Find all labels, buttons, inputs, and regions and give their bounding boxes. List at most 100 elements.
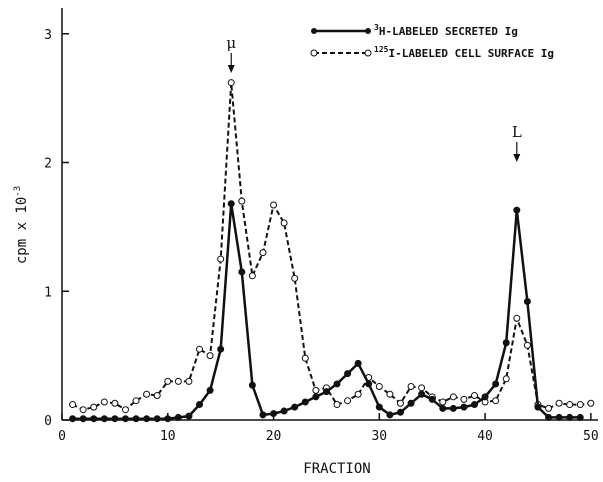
data-point-secreted (407, 399, 415, 407)
data-point-secreted (301, 398, 309, 406)
annotation-mu: μ (226, 34, 236, 52)
data-point-secreted (471, 401, 478, 409)
data-point-surface (555, 399, 563, 407)
data-point-surface (132, 397, 140, 405)
x-tick-label: 10 (160, 429, 176, 444)
data-point-secreted (449, 404, 457, 412)
data-point-secreted (174, 413, 182, 421)
data-point-surface (79, 406, 87, 414)
legend-marker-surface (310, 49, 318, 57)
data-point-surface (312, 386, 320, 394)
x-tick-label: 40 (477, 429, 493, 444)
data-point-secreted (365, 380, 373, 388)
x-tick-label: 0 (58, 429, 66, 444)
data-point-secreted (354, 359, 362, 367)
annotation-l: L (512, 123, 522, 141)
data-point-secreted (217, 345, 225, 353)
legend-marker-surface (364, 49, 372, 57)
data-point-surface (174, 377, 182, 385)
data-point-secreted (375, 403, 383, 411)
data-point-secreted (386, 411, 394, 419)
data-point-surface (471, 392, 478, 400)
data-point-secreted (428, 395, 436, 403)
data-point-surface (153, 392, 161, 400)
annotation-arrowhead (227, 65, 235, 73)
x-tick-label: 20 (266, 429, 282, 444)
y-axis-title: cpm x 10-3 (13, 186, 30, 264)
data-point-secreted (79, 415, 87, 423)
data-point-surface (587, 399, 595, 407)
data-point-secreted (492, 380, 500, 388)
data-point-surface (439, 398, 447, 406)
data-point-surface (354, 390, 362, 398)
data-point-surface (492, 397, 500, 405)
x-axis-title: FRACTION (303, 461, 370, 477)
y-tick-label: 1 (44, 285, 52, 300)
data-point-surface (344, 397, 352, 405)
series-layer (69, 79, 595, 423)
data-point-secreted (291, 403, 299, 411)
data-point-secreted (502, 339, 510, 347)
y-tick-label: 2 (44, 157, 52, 172)
data-point-surface (185, 377, 193, 385)
data-point-secreted (196, 401, 203, 409)
data-point-secreted (206, 386, 214, 394)
data-point-surface (407, 383, 415, 391)
data-point-surface (164, 377, 172, 385)
legend-marker-secreted (365, 28, 371, 34)
legend: 3H-LABELED SECRETED Ig 125I-LABELED CELL… (310, 23, 554, 60)
data-point-surface (291, 274, 299, 282)
data-point-secreted (248, 381, 256, 389)
legend-superscript-secreted: 3 (374, 23, 379, 32)
data-point-surface (248, 272, 256, 280)
data-point-surface (386, 390, 394, 398)
x-tick-label: 30 (371, 429, 387, 444)
x-tick-label: 50 (583, 429, 599, 444)
data-point-secreted (69, 415, 77, 423)
data-point-surface (280, 219, 288, 227)
data-point-surface (270, 201, 278, 209)
data-point-surface (111, 399, 119, 407)
y-axis-title-main: cpm x 10 (14, 197, 30, 264)
data-point-secreted (111, 415, 119, 423)
data-point-surface (566, 401, 574, 409)
data-point-secreted (555, 413, 563, 421)
data-point-secreted (270, 410, 278, 418)
data-point-secreted (460, 403, 468, 411)
data-point-surface (69, 401, 77, 409)
data-point-surface (396, 399, 404, 407)
legend-name-surface: I-LABELED CELL SURFACE Ig (388, 47, 554, 60)
data-point-secreted (132, 415, 140, 423)
legend-superscript-surface: 125 (374, 45, 389, 54)
data-point-secreted (100, 415, 108, 423)
data-point-secreted (227, 200, 235, 208)
data-point-surface (460, 395, 468, 403)
data-point-secreted (238, 268, 246, 276)
data-point-surface (545, 404, 553, 412)
data-point-secreted (481, 393, 489, 401)
data-point-secreted (513, 206, 521, 214)
legend-label-secreted: 3H-LABELED SECRETED Ig (374, 23, 518, 38)
legend-name-secreted: H-LABELED SECRETED Ig (379, 25, 518, 38)
annotation-arrowhead (513, 154, 521, 162)
data-point-surface (576, 401, 584, 409)
data-point-secreted (90, 415, 98, 423)
data-point-secreted (566, 413, 574, 421)
data-point-surface (143, 390, 151, 398)
data-point-secreted (344, 370, 352, 378)
data-point-surface (90, 403, 98, 411)
legend-marker-secreted (311, 28, 317, 34)
data-point-surface (227, 79, 235, 87)
data-point-surface (238, 197, 246, 205)
y-axis-title-exponent: -3 (13, 186, 23, 197)
data-point-secreted (534, 403, 542, 411)
data-point-secreted (545, 413, 553, 421)
data-point-secreted (312, 393, 320, 401)
data-point-secreted (333, 380, 341, 388)
data-point-surface (523, 341, 531, 349)
data-point-secreted (576, 413, 584, 421)
data-point-secreted (523, 298, 531, 306)
data-point-surface (375, 383, 383, 391)
data-point-secreted (418, 390, 426, 398)
